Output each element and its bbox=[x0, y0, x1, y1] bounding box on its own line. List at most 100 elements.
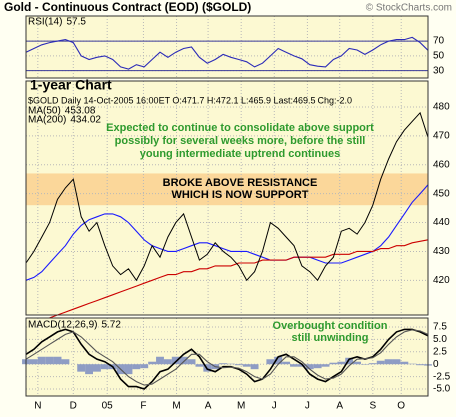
credit: © StockCharts.com bbox=[366, 3, 452, 14]
band-label: WHICH IS NOW SUPPORT bbox=[172, 189, 309, 201]
histogram-bar bbox=[171, 356, 180, 365]
histogram-bar bbox=[321, 364, 330, 367]
panel-border bbox=[25, 317, 429, 397]
histogram-bar bbox=[140, 364, 149, 369]
x-tick-label: S bbox=[369, 401, 376, 412]
histogram-bar bbox=[163, 359, 172, 365]
histogram-bar bbox=[37, 356, 46, 365]
series-line bbox=[25, 328, 429, 390]
y-tick-label: 440 bbox=[433, 217, 450, 228]
histogram-bar bbox=[400, 361, 409, 365]
x-tick-label: O bbox=[397, 401, 405, 412]
y-tick-label: 50 bbox=[433, 50, 445, 61]
histogram-bar bbox=[384, 359, 393, 365]
histogram-bar bbox=[329, 362, 338, 365]
x-tick-label: M bbox=[172, 401, 180, 412]
band-label: BROKE ABOVE RESISTANCE bbox=[163, 177, 318, 189]
x-tick-label: F bbox=[140, 401, 146, 412]
histogram-bar bbox=[353, 361, 361, 365]
x-tick-label: A bbox=[336, 401, 343, 412]
histogram-bar bbox=[345, 357, 354, 365]
histogram-bar bbox=[416, 364, 425, 366]
change: Chg:-2.0 bbox=[318, 95, 353, 105]
y-tick-label: 5.0 bbox=[433, 334, 447, 345]
y-tick-label: 420 bbox=[433, 275, 450, 286]
series-line bbox=[25, 329, 429, 386]
y-tick-label: 470 bbox=[433, 131, 450, 142]
series-line bbox=[25, 239, 429, 328]
histogram-bar bbox=[234, 364, 243, 366]
x-tick-label: D bbox=[70, 401, 77, 412]
price-line bbox=[25, 111, 429, 282]
chart-title: Gold - Continuous Contract (EOD) ($GOLD) bbox=[4, 0, 251, 14]
series-line bbox=[25, 184, 429, 281]
legend-value: 5.72 bbox=[101, 320, 121, 331]
annotation: still unwinding bbox=[292, 332, 369, 344]
legend-name: RSI(14) bbox=[28, 17, 62, 28]
panel-border bbox=[25, 80, 429, 316]
histogram-bar bbox=[45, 356, 54, 365]
subtitle: 1-year Chart bbox=[30, 77, 112, 93]
y-tick-label: 7.5 bbox=[433, 322, 447, 333]
series-line bbox=[25, 36, 429, 70]
info: $GOLD Daily 14-Oct-2005 16:00ET O:471.7 … bbox=[28, 95, 316, 105]
y-tick-label: 450 bbox=[433, 188, 450, 199]
histogram-bar bbox=[156, 356, 164, 365]
x-tick-label: A bbox=[205, 401, 212, 412]
x-tick-label: J bbox=[272, 401, 277, 412]
y-tick-label: 430 bbox=[433, 246, 450, 257]
histogram-bar bbox=[274, 356, 283, 365]
histogram-bar bbox=[242, 364, 251, 367]
histogram-bar bbox=[313, 364, 322, 369]
y-tick-label: 460 bbox=[433, 159, 450, 170]
annotation: young intermediate uptrend continues bbox=[140, 148, 340, 160]
histogram-bar bbox=[368, 363, 377, 365]
histogram-bar bbox=[29, 359, 38, 365]
y-tick-label: 0 bbox=[433, 359, 439, 370]
legend-value: 57.5 bbox=[66, 17, 86, 28]
x-tick-label: M bbox=[237, 401, 245, 412]
histogram-bar bbox=[376, 360, 385, 365]
histogram-bar bbox=[392, 359, 401, 365]
histogram-bar bbox=[219, 363, 227, 365]
annotation: possibly for several weeks more, before … bbox=[115, 135, 366, 147]
legend-name: MA(200) bbox=[28, 115, 66, 126]
histogram-bar bbox=[187, 359, 196, 365]
annotation: Expected to continue to consolidate abov… bbox=[106, 122, 374, 134]
histogram-bar bbox=[100, 364, 109, 370]
support-band bbox=[26, 173, 428, 206]
histogram-bar bbox=[282, 361, 291, 365]
y-tick-label: 480 bbox=[433, 102, 450, 113]
legend-name: MACD(12,26,9) bbox=[28, 320, 97, 331]
histogram-bar bbox=[195, 364, 204, 367]
histogram-bar bbox=[132, 364, 141, 370]
legend-value: 434.02 bbox=[70, 115, 101, 126]
histogram-bar bbox=[337, 361, 346, 365]
histogram-bar bbox=[266, 359, 275, 365]
x-tick-label: N bbox=[34, 401, 41, 412]
histogram-bar bbox=[305, 364, 314, 370]
histogram-bar bbox=[290, 364, 298, 367]
annotation: Overbought condition bbox=[273, 320, 388, 332]
y-tick-label: 70 bbox=[433, 36, 445, 47]
legend-value: 453.08 bbox=[65, 106, 96, 117]
y-tick-label: 2.5 bbox=[433, 346, 447, 357]
histogram-bar bbox=[61, 359, 70, 365]
panel-border bbox=[25, 15, 429, 79]
x-tick-label: J bbox=[305, 401, 310, 412]
y-tick-label: -2.5 bbox=[433, 371, 451, 382]
histogram-bar bbox=[124, 364, 133, 375]
histogram-bar bbox=[179, 356, 188, 365]
histogram-bar bbox=[250, 364, 259, 370]
panel bbox=[26, 16, 428, 78]
y-tick-label: -5.0 bbox=[433, 384, 451, 395]
y-tick-label: 30 bbox=[433, 65, 445, 76]
histogram-bar bbox=[85, 364, 93, 375]
legend-name: MA(50) bbox=[28, 106, 61, 117]
histogram-bar bbox=[148, 361, 157, 365]
x-tick-label: 05 bbox=[102, 401, 114, 412]
histogram-bar bbox=[77, 364, 86, 372]
histogram-bar bbox=[53, 356, 62, 365]
histogram-bar bbox=[93, 364, 101, 372]
